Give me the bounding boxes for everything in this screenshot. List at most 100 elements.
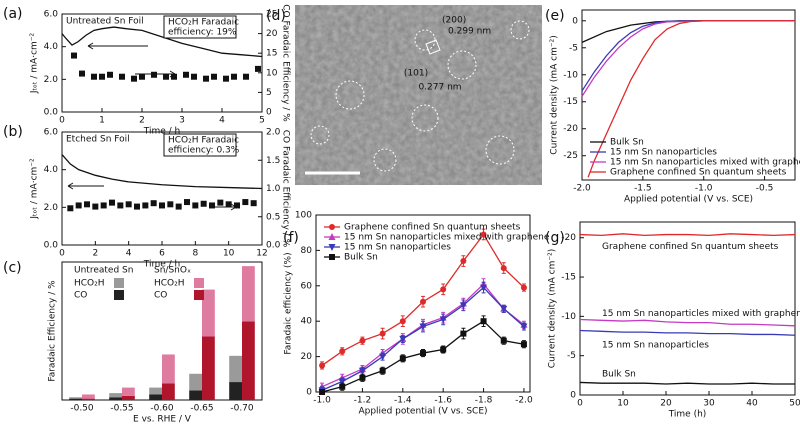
x-tick-label: 1 [99, 116, 105, 126]
y-tick-label: 4.0 [44, 42, 59, 52]
y2-tick-label: 25 [266, 10, 277, 20]
bar-segment [229, 355, 242, 383]
y-tick-label: 20 [301, 352, 313, 362]
annotation-box [163, 15, 237, 39]
x-axis-label: Time / h [143, 260, 180, 270]
x-tick-label: 50 [789, 399, 800, 409]
marker [399, 318, 406, 325]
bar-segment [242, 266, 255, 322]
x-tick-label: -1.4 [394, 396, 412, 406]
bar-segment [109, 393, 122, 398]
marker [480, 318, 487, 325]
series-label: Graphene confined Sn quantum sheets [602, 242, 779, 252]
y2-tick-label: 0.0 [266, 241, 281, 251]
y-tick-label: -20 [561, 233, 576, 243]
marker [175, 203, 182, 210]
marker [150, 200, 157, 207]
marker [79, 70, 85, 77]
y2-tick-label: 0 [266, 108, 272, 118]
y-tick-label: -15 [563, 97, 578, 107]
marker [183, 71, 189, 78]
series-line [579, 318, 796, 327]
y2-tick-label: 1.5 [266, 156, 280, 166]
marker [171, 73, 177, 80]
y-tick-label: -20 [563, 124, 578, 134]
y-axis-label: Jₜₒₜ / mA·cm⁻² [30, 32, 40, 94]
y-tick-label: 6.0 [44, 10, 59, 20]
y-tick-label: 4.0 [44, 165, 59, 175]
x-axis-label: Time (h) [668, 410, 707, 420]
marker [234, 202, 240, 209]
legend-label: CO [74, 291, 87, 301]
series-line [579, 233, 796, 237]
y2-tick-label: 0.5 [266, 212, 280, 222]
marker [358, 367, 366, 375]
series-line [61, 26, 263, 58]
series-line [581, 20, 795, 97]
x-axis-label: Applied potential (V vs. SCE) [358, 407, 487, 417]
marker [328, 244, 336, 251]
marker [420, 350, 426, 357]
y2-axis-label: CO Faradaic Efficiency / % [281, 130, 291, 248]
marker [480, 284, 488, 292]
marker [520, 341, 527, 348]
marker [250, 200, 257, 207]
marker [91, 73, 97, 80]
marker [75, 202, 82, 209]
marker [440, 346, 447, 353]
marker [163, 73, 169, 80]
panel-label: (d) [266, 8, 286, 24]
bar-segment [149, 387, 162, 395]
marker [117, 202, 124, 209]
marker [379, 330, 386, 337]
legend-label: Bulk Sn [344, 253, 378, 263]
y2-axis-label: CO Faradaic Efficiency / % [281, 4, 291, 122]
legend-swatch [114, 290, 124, 300]
bar-segment [189, 390, 202, 400]
x-axis-label: Applied potential (V vs. SCE) [624, 195, 753, 205]
marker [440, 286, 447, 293]
marker [107, 71, 113, 78]
marker [211, 73, 217, 80]
series-line [61, 154, 263, 190]
panel-label: (e) [545, 8, 565, 24]
panel-label: (c) [3, 260, 22, 276]
series-line [579, 329, 796, 336]
x-tick-label: -1.0 [313, 396, 331, 406]
y-tick-label: 0 [306, 388, 312, 398]
marker [200, 200, 207, 207]
marker [167, 201, 174, 208]
bar-segment [202, 336, 215, 400]
panel-label: (a) [3, 6, 23, 22]
y-tick-label: 2.0 [44, 203, 59, 213]
x-tick-label: 4 [126, 249, 132, 259]
marker [242, 199, 249, 206]
x-tick-label: -0.70 [230, 404, 254, 414]
image-annotation: 0.277 nm [418, 83, 461, 93]
marker [184, 199, 190, 206]
legend-label: Bulk Sn [610, 138, 644, 148]
series-line [581, 20, 795, 43]
annotation: HCO₂H Faradaic [168, 136, 239, 146]
x-tick-label: -1.5 [634, 184, 652, 194]
x-tick-label: 8 [192, 249, 198, 259]
marker [223, 75, 229, 82]
marker [71, 52, 77, 59]
marker [460, 330, 467, 337]
lattice-marker [425, 39, 441, 55]
x-tick-label: 12 [256, 249, 267, 259]
legend-swatch [194, 278, 204, 288]
marker [209, 202, 215, 209]
legend-swatch [114, 278, 124, 288]
marker [231, 73, 237, 80]
x-axis-label: E vs. RHE / V [133, 415, 192, 425]
y2-tick-label: 10 [266, 68, 278, 78]
x-tick-label: 6 [159, 249, 165, 259]
marker [67, 205, 74, 212]
marker [84, 201, 90, 208]
marker [500, 265, 507, 272]
marker [109, 199, 115, 206]
image-texture [295, 5, 542, 185]
marker [92, 203, 99, 210]
plot-frame [315, 214, 531, 393]
